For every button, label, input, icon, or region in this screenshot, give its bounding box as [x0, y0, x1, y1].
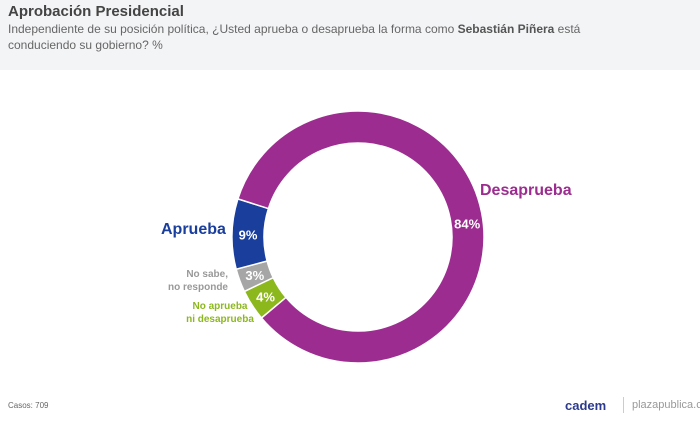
chart-title: Aprobación Presidencial [8, 3, 184, 20]
subtitle-text-end: está conduciendo su gobierno? % [8, 22, 581, 52]
label-no-aprueba-2: ni desaprueba [186, 314, 254, 325]
donut-slice [236, 110, 485, 364]
label-no-sabe-1: No sabe, [186, 269, 228, 280]
slice-value-label: 84% [454, 217, 480, 232]
label-no-sabe-2: no responde [167, 282, 228, 293]
chart-subtitle: Independiente de su posición política, ¿… [8, 21, 648, 53]
label-aprueba: Aprueba [161, 221, 226, 238]
subtitle-name: Sebastián Piñera [457, 22, 555, 36]
casos: Casos: 709 [8, 401, 49, 410]
slice-value-label: 3% [245, 268, 264, 283]
label-no-aprueba: No aprueba ni desaprueba [180, 300, 260, 326]
subtitle-text: Independiente de su posición política, ¿… [8, 22, 458, 36]
slice-value-label: 9% [239, 227, 258, 242]
divider [623, 397, 624, 413]
label-desaprueba: Desaprueba [480, 182, 572, 199]
label-no-aprueba-1: No aprueba [192, 301, 248, 312]
cadem-logo: cadem [565, 398, 607, 413]
header: Aprobación Presidencial Independiente de… [0, 0, 700, 70]
slice-value-label: 4% [256, 290, 275, 305]
site-link[interactable]: plazapublica.cl [632, 399, 700, 411]
label-no-sabe: No sabe, no responde [160, 268, 228, 294]
